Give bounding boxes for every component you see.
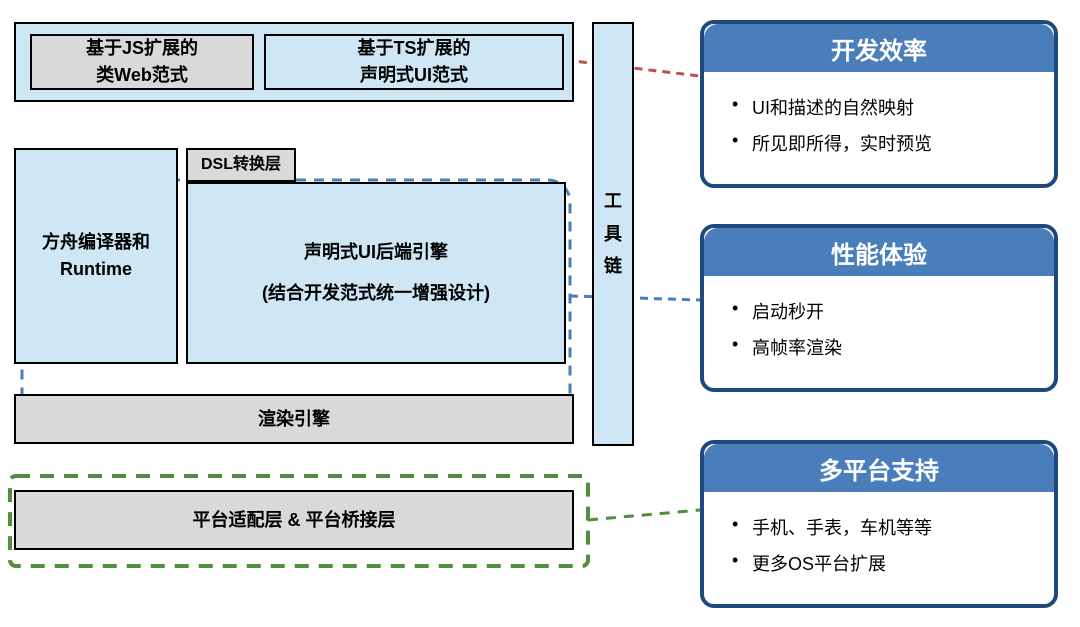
platform-layer-box: 平台适配层 & 平台桥接层	[14, 490, 574, 550]
js-paradigm-line2: 类Web范式	[86, 62, 198, 89]
card-perf-list: 启动秒开 高帧率渲染	[728, 298, 1036, 360]
card-multi-item-0: 手机、手表，车机等等	[728, 514, 1036, 540]
dsl-layer-text: DSL转换层	[201, 153, 281, 177]
card-perf-title: 性能体验	[704, 228, 1054, 276]
compiler-line1: 方舟编译器和	[42, 229, 150, 256]
ts-paradigm-line2: 声明式UI范式	[357, 62, 470, 89]
platform-layer-text: 平台适配层 & 平台桥接层	[193, 507, 396, 534]
backend-line1: 声明式UI后端引擎	[262, 239, 490, 266]
card-perf-body: 启动秒开 高帧率渲染	[704, 276, 1054, 388]
toolchain-box: 工 具 链	[592, 22, 634, 446]
card-multi-body: 手机、手表，车机等等 更多OS平台扩展	[704, 492, 1054, 604]
compiler-line2: Runtime	[42, 256, 150, 283]
card-dev-list: UI和描述的自然映射 所见即所得，实时预览	[728, 94, 1036, 156]
dsl-layer-label: DSL转换层	[186, 148, 296, 182]
card-dev-title: 开发效率	[704, 24, 1054, 72]
render-engine-box: 渲染引擎	[14, 394, 574, 444]
backend-engine-box: 声明式UI后端引擎 (结合开发范式统一增强设计)	[186, 182, 566, 364]
card-dev-item-0: UI和描述的自然映射	[728, 94, 1036, 120]
connector-green	[588, 510, 700, 520]
card-multi-platform: 多平台支持 手机、手表，车机等等 更多OS平台扩展	[700, 440, 1058, 608]
ts-paradigm-line1: 基于TS扩展的	[357, 35, 470, 62]
card-dev-body: UI和描述的自然映射 所见即所得，实时预览	[704, 72, 1054, 184]
connector-blue	[570, 296, 700, 300]
card-perf-item-1: 高帧率渲染	[728, 334, 1036, 360]
card-multi-title: 多平台支持	[704, 444, 1054, 492]
card-performance: 性能体验 启动秒开 高帧率渲染	[700, 224, 1058, 392]
js-paradigm-line1: 基于JS扩展的	[86, 35, 198, 62]
card-perf-item-0: 启动秒开	[728, 298, 1036, 324]
compiler-runtime-box: 方舟编译器和 Runtime	[14, 148, 178, 364]
architecture-diagram: 基于JS扩展的 类Web范式 基于TS扩展的 声明式UI范式 方舟编译器和 Ru…	[0, 0, 1080, 627]
ts-paradigm-box: 基于TS扩展的 声明式UI范式	[264, 34, 564, 90]
card-multi-list: 手机、手表，车机等等 更多OS平台扩展	[728, 514, 1036, 576]
toolchain-text: 工 具 链	[604, 185, 622, 282]
card-dev-item-1: 所见即所得，实时预览	[728, 130, 1036, 156]
backend-line3: (结合开发范式统一增强设计)	[262, 280, 490, 307]
card-dev-efficiency: 开发效率 UI和描述的自然映射 所见即所得，实时预览	[700, 20, 1058, 188]
js-paradigm-box: 基于JS扩展的 类Web范式	[30, 34, 254, 90]
card-multi-item-1: 更多OS平台扩展	[728, 550, 1036, 576]
render-engine-text: 渲染引擎	[258, 406, 330, 433]
